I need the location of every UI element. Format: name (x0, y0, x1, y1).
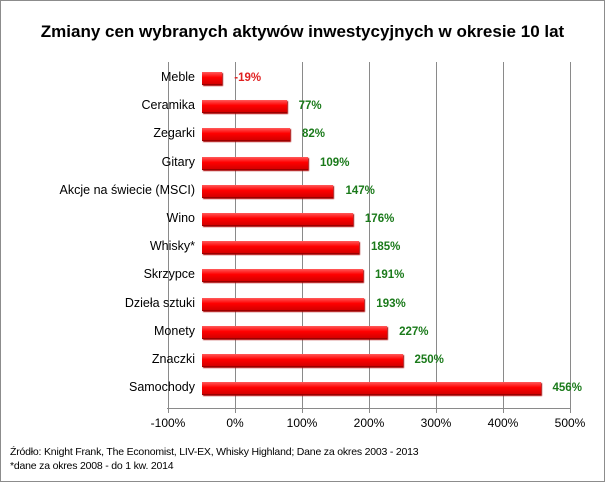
value-label: 250% (414, 354, 444, 366)
footnote: *dane za okres 2008 - do 1 kw. 2014 (10, 460, 174, 472)
category-label: Akcje na świecie (MSCI) (59, 182, 195, 197)
axis-tick (503, 408, 504, 413)
gridline (570, 62, 571, 409)
x-tick-label: 400% (487, 416, 519, 430)
category-label: Znaczki (151, 352, 195, 366)
x-axis (167, 408, 571, 409)
gridline (168, 62, 169, 409)
bar (202, 297, 365, 311)
x-tick-label: 500% (554, 416, 586, 430)
x-tick-label: 0% (226, 416, 244, 430)
axis-tick (570, 408, 571, 413)
bar (202, 72, 223, 85)
axis-tick (436, 408, 437, 413)
value-label: 109% (320, 156, 350, 169)
value-label: 227% (399, 325, 429, 338)
bar (202, 128, 290, 142)
bar (202, 213, 353, 226)
value-label: 185% (370, 241, 401, 254)
bar (202, 184, 334, 198)
bar (202, 354, 403, 367)
value-label: 147% (345, 184, 375, 197)
x-tick-label: 100% (286, 416, 318, 430)
gridline (302, 62, 303, 409)
value-label: 191% (374, 269, 405, 282)
category-label: Ceramika (141, 98, 196, 113)
category-label: Samochody (128, 380, 195, 395)
gridline (369, 62, 370, 409)
bar (202, 382, 541, 396)
chart-title: Zmiany cen wybranych aktywów inwestycyjn… (40, 22, 565, 41)
category-label: Wino (166, 211, 195, 225)
source-note: Źródło: Knight Frank, The Economist, LIV… (10, 446, 419, 458)
bar (202, 325, 388, 339)
axis-tick (235, 408, 236, 413)
value-label: 456% (552, 382, 582, 395)
bar (202, 156, 309, 170)
category-label: Whisky* (149, 239, 195, 254)
category-label: Gitary (161, 154, 195, 169)
gridline (235, 62, 236, 409)
axis-tick (168, 408, 169, 413)
category-label: Zegarki (153, 126, 195, 141)
category-label: Skrzypce (143, 267, 195, 282)
category-label: Meble (160, 70, 195, 84)
axis-tick (369, 408, 370, 413)
gridline (503, 62, 504, 409)
gridline (436, 62, 437, 409)
value-label: 82% (301, 128, 325, 141)
value-label: 193% (376, 297, 406, 310)
value-label: 77% (298, 100, 322, 113)
category-label: Monety (154, 323, 195, 338)
value-label: -19% (234, 72, 262, 84)
bar (202, 241, 359, 255)
bar (202, 100, 287, 114)
category-label: Dzieła sztuki (124, 295, 195, 310)
x-tick-label: 300% (420, 416, 452, 430)
x-tick-label: -100% (150, 416, 186, 430)
axis-tick (302, 408, 303, 413)
value-label: 176% (364, 213, 395, 225)
bar (202, 269, 363, 283)
x-tick-label: 200% (353, 416, 385, 430)
